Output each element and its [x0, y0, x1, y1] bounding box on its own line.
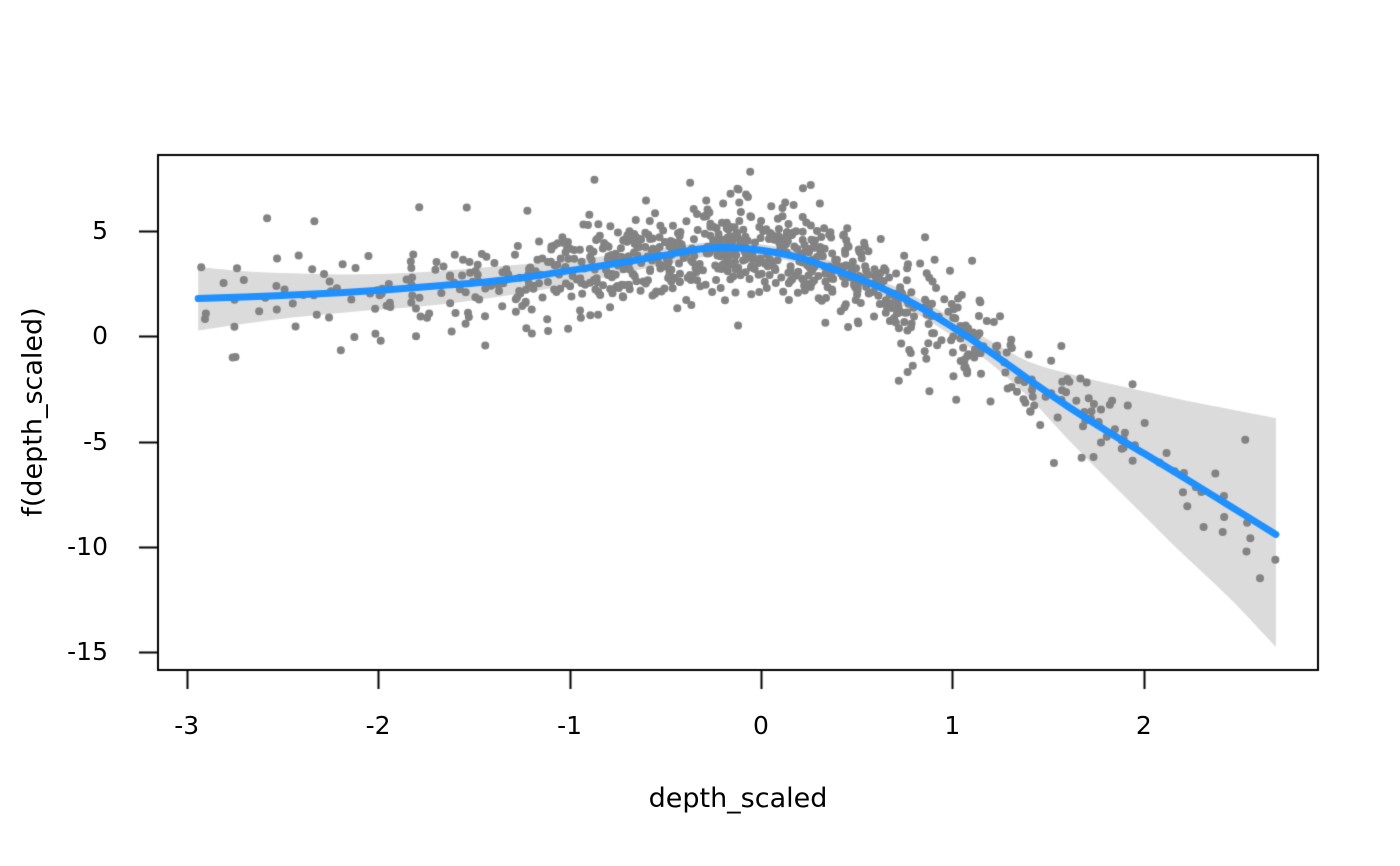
y-tick-label: 0	[92, 321, 108, 351]
y-axis-title: f(depth_scaled)	[17, 307, 49, 517]
x-tick-label: 1	[944, 711, 961, 740]
x-tick-label: -2	[365, 711, 391, 740]
y-tick-label: -5	[83, 426, 108, 456]
x-axis-title: depth_scaled	[648, 783, 828, 814]
x-tick-label: 2	[1135, 711, 1152, 740]
y-tick-label: -10	[67, 532, 108, 562]
x-tick-label: -3	[174, 711, 200, 740]
x-tick-label: 0	[753, 711, 769, 740]
x-tick-label: -1	[557, 711, 583, 740]
y-tick-label: 5	[92, 216, 108, 246]
y-tick-label: -15	[67, 637, 108, 667]
